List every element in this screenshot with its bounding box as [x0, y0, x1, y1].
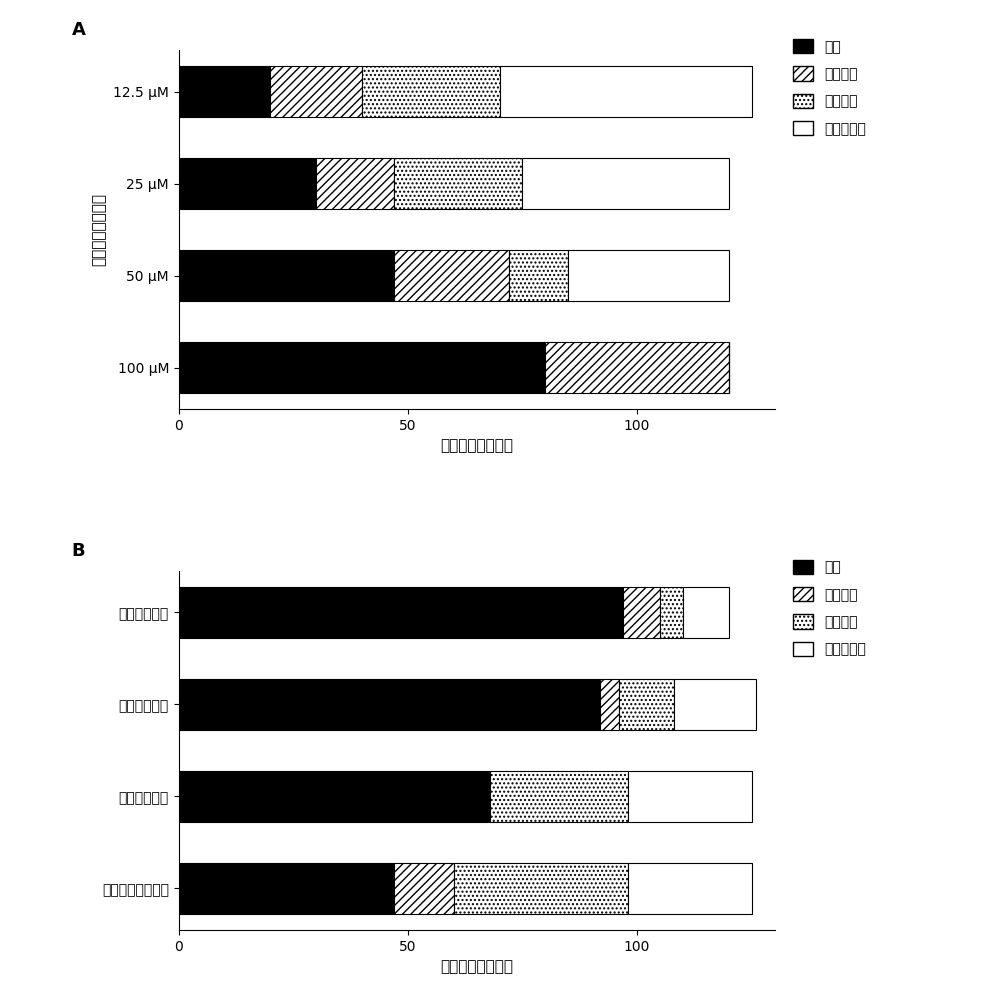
- Bar: [508, 250, 568, 301]
- Bar: [499, 66, 752, 117]
- Bar: [454, 863, 628, 914]
- Bar: [660, 587, 683, 638]
- Bar: [624, 587, 660, 638]
- Bar: [179, 250, 394, 301]
- Bar: [270, 66, 362, 117]
- Bar: [394, 158, 522, 209]
- Bar: [628, 863, 752, 914]
- Text: A: A: [71, 21, 85, 39]
- Bar: [619, 679, 673, 730]
- Bar: [179, 863, 394, 914]
- Bar: [568, 250, 729, 301]
- Legend: 致死, 完全抑制, 部分抑制, 无显著影响: 致死, 完全抑制, 部分抑制, 无显著影响: [793, 39, 866, 136]
- Legend: 致死, 完全抑制, 部分抑制, 无显著影响: 致死, 完全抑制, 部分抑制, 无显著影响: [793, 560, 866, 657]
- Bar: [522, 158, 729, 209]
- Bar: [179, 587, 624, 638]
- Bar: [179, 342, 545, 393]
- Bar: [179, 771, 491, 822]
- X-axis label: 小分子化合物数目: 小分子化合物数目: [440, 438, 513, 453]
- Bar: [545, 342, 729, 393]
- Text: B: B: [71, 542, 85, 560]
- Bar: [394, 863, 454, 914]
- Bar: [628, 771, 752, 822]
- Bar: [179, 679, 601, 730]
- X-axis label: 小分子化合物数目: 小分子化合物数目: [440, 959, 513, 974]
- Bar: [316, 158, 394, 209]
- Bar: [683, 587, 729, 638]
- Bar: [491, 771, 628, 822]
- Bar: [601, 679, 619, 730]
- Bar: [179, 66, 270, 117]
- Bar: [179, 158, 316, 209]
- Bar: [673, 679, 757, 730]
- Bar: [394, 250, 508, 301]
- Y-axis label: 小分子化合物浓度: 小分子化合物浓度: [91, 193, 106, 266]
- Bar: [362, 66, 499, 117]
